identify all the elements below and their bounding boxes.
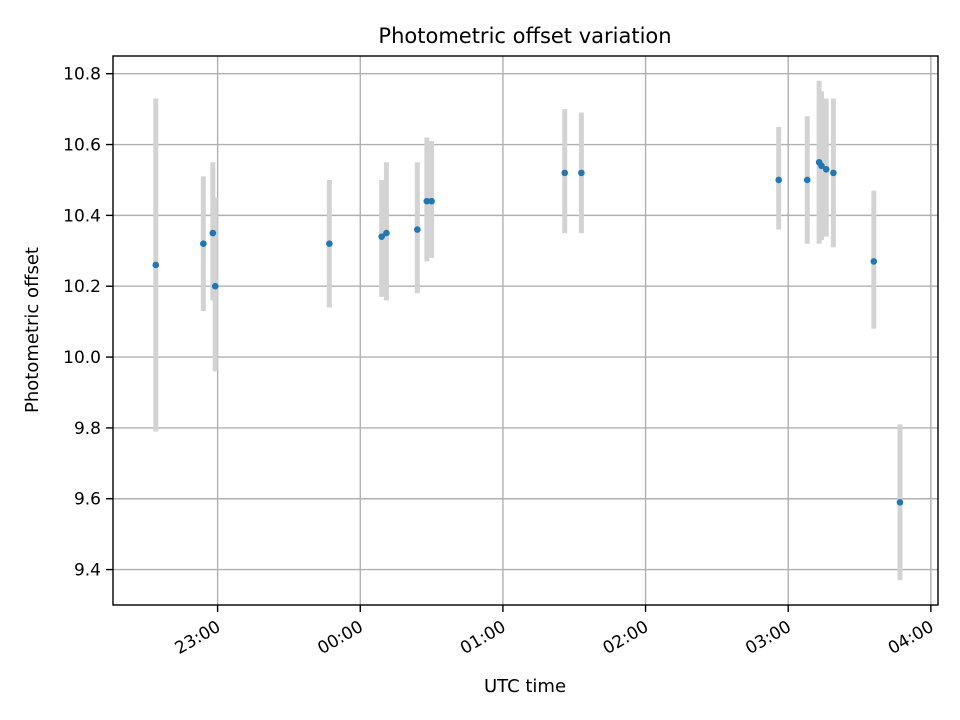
data-point [896, 498, 904, 506]
data-point [326, 240, 333, 248]
y-tick-label: 9.6 [74, 490, 101, 510]
data-point [428, 197, 435, 205]
data-point [209, 229, 217, 237]
data-point [775, 176, 783, 184]
y-tick-label: 10.8 [63, 65, 101, 85]
data-point [152, 261, 160, 269]
y-tick-label: 10.4 [63, 206, 101, 226]
y-tick-label: 10.6 [63, 136, 101, 156]
plot-frame [112, 55, 939, 606]
y-axis: 9.4 9.6 9.8 10.0 10.2 10.4 10.6 10.8 [63, 65, 113, 581]
data-point [383, 229, 390, 237]
data-point [830, 169, 837, 177]
y-tick-label: 10.0 [63, 348, 101, 368]
data-point [561, 169, 569, 177]
data-point [423, 197, 431, 205]
data-point [378, 233, 385, 240]
y-tick-label: 9.8 [74, 419, 101, 439]
data-point [803, 176, 811, 184]
data-point [200, 240, 207, 248]
data-point [578, 169, 585, 177]
data-point [870, 258, 878, 265]
data-point [414, 226, 421, 233]
grid [113, 56, 938, 605]
y-tick-label: 10.2 [63, 277, 101, 297]
x-axis-title: UTC time [484, 676, 566, 697]
data-point [818, 162, 825, 170]
chart-title: Photometric offset variation [378, 24, 671, 48]
data-point [211, 282, 219, 290]
y-tick-label: 9.4 [74, 561, 101, 581]
data-points [152, 158, 904, 506]
y-axis-title: Photometric offset [22, 247, 43, 413]
data-point [822, 166, 830, 173]
